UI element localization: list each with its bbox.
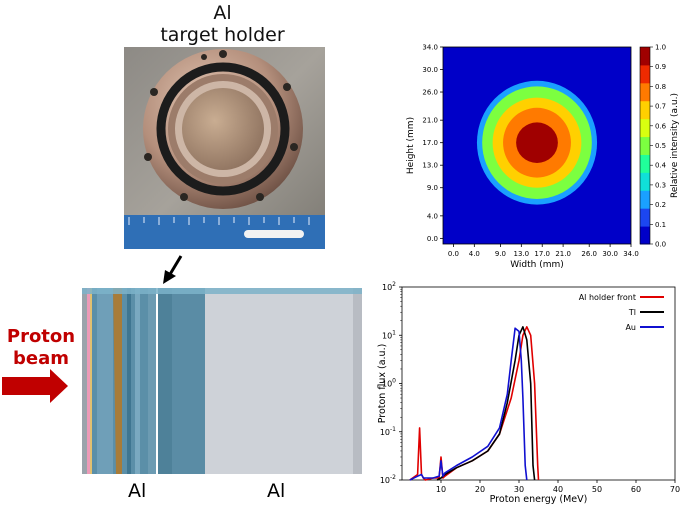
- target-stack: [82, 288, 362, 474]
- aluminium-disc: [182, 88, 264, 170]
- al-block: [205, 288, 353, 474]
- proton-beam-arrow: [2, 369, 68, 403]
- stack-label-al-right: Al: [267, 480, 286, 502]
- proton-beam-label-line-2: beam: [13, 348, 69, 369]
- o-ring: [156, 62, 290, 196]
- photo-title-line-2: target holder: [160, 24, 285, 46]
- proton-beam-label: Proton beam: [0, 326, 84, 370]
- target-holder-photo: [124, 47, 325, 249]
- proton-beam-label-line-1: Proton: [6, 326, 76, 347]
- thin-foil-orange: [113, 288, 122, 474]
- target-holder-image: [124, 47, 325, 249]
- stack-label-al-left: Al: [128, 480, 147, 502]
- photo-title-line-1: Al: [213, 2, 232, 24]
- thin-foil-pink: [87, 288, 90, 474]
